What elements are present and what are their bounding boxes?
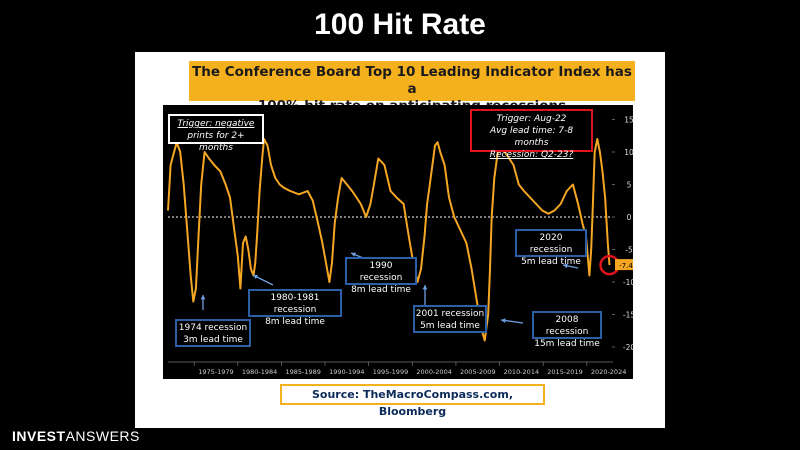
annotation-line: 1990 recession [359, 261, 403, 283]
annotation-line: 5m lead time [420, 321, 480, 331]
recession-annotation: 2008 recession 15m lead time [532, 311, 602, 349]
y-tick-label: 10 [624, 148, 633, 157]
trigger-note: Trigger: Aug-22 Avg lead time: 7-8 months… [470, 109, 593, 160]
arrow-head [422, 285, 428, 290]
y-tick-label: -20 [623, 343, 633, 352]
arrow-head [253, 274, 258, 280]
x-tick-label: 1985-1989 [286, 368, 321, 376]
x-tick-label: 1980-1984 [242, 368, 277, 376]
annotation-line: 2001 recession [415, 309, 485, 319]
y-tick-label: -5 [625, 246, 633, 255]
slide-title: 100 Hit Rate [314, 8, 486, 41]
recession-annotation: 1974 recession 3m lead time [175, 319, 251, 347]
annotation-line: 2020 recession [529, 233, 573, 255]
arrow-head [351, 252, 356, 257]
x-tick-label: 2010-2014 [504, 368, 539, 376]
annotation-line: Trigger: Aug-22 [496, 114, 567, 124]
x-tick-label: 1990-1994 [329, 368, 364, 376]
annotation-line: 15m lead time [534, 339, 600, 349]
annotation-line: prints for 2+ months [187, 131, 245, 153]
end-value-box [615, 259, 633, 271]
source-note: Source: TheMacroCompass.com, Bloomberg [280, 384, 545, 418]
recession-annotation: 2001 recession 5m lead time [413, 305, 487, 333]
annotation-line: 2008 recession [545, 315, 589, 337]
annotation-line: 1974 recession [178, 323, 248, 333]
y-tick-label: -10 [623, 278, 633, 287]
chart-title: The Conference Board Top 10 Leading Indi… [189, 61, 635, 114]
annotation-line: 8m lead time [265, 317, 325, 327]
recession-annotation: 1990 recession 8m lead time [345, 257, 417, 295]
annotation-line: Avg lead time: 7-8 months [489, 126, 574, 148]
trigger-note: Trigger: negative prints for 2+ months [168, 114, 264, 153]
x-tick-label: 2000-2004 [416, 368, 451, 376]
recession-annotation: 1980-1981 recession 8m lead time [248, 289, 342, 327]
line-chart: 15 10 5 0 -5 -10 -15 -20 1975-1979 1980-1984 1985-… [167, 116, 633, 376]
annotation-line: 5m lead time [521, 257, 581, 267]
annotation-line: 1980-1981 recession [270, 293, 320, 315]
annotation-line: 8m lead time [351, 285, 411, 295]
y-tick-label: -15 [623, 311, 633, 320]
arrow-head [563, 263, 568, 269]
brand-light: ANSWERS [65, 428, 140, 444]
series-line [167, 138, 611, 342]
annotation-line: Recession: Q2-23? [489, 150, 574, 160]
y-tick-label: 0 [627, 213, 632, 222]
x-tick-label: 2020-2024 [591, 368, 626, 376]
y-tick-label: 5 [627, 181, 632, 190]
end-value-label: -7.4 [619, 262, 633, 270]
annotation-line: Trigger: negative [177, 119, 255, 129]
annotation-line: 3m lead time [183, 335, 243, 345]
arrow-head [200, 295, 206, 300]
brand-logo: INVESTANSWERS [12, 428, 140, 444]
x-tick-label: 2005-2009 [460, 368, 495, 376]
x-tick-label: 2015-2019 [547, 368, 582, 376]
brand-bold: INVEST [12, 428, 66, 444]
recession-annotation: 2020 recession 5m lead time [515, 229, 587, 267]
x-tick-label: 1995-1999 [373, 368, 408, 376]
arrow-head [501, 318, 506, 323]
y-tick-label: 15 [624, 116, 633, 125]
x-tick-label: 1975-1979 [198, 368, 233, 376]
